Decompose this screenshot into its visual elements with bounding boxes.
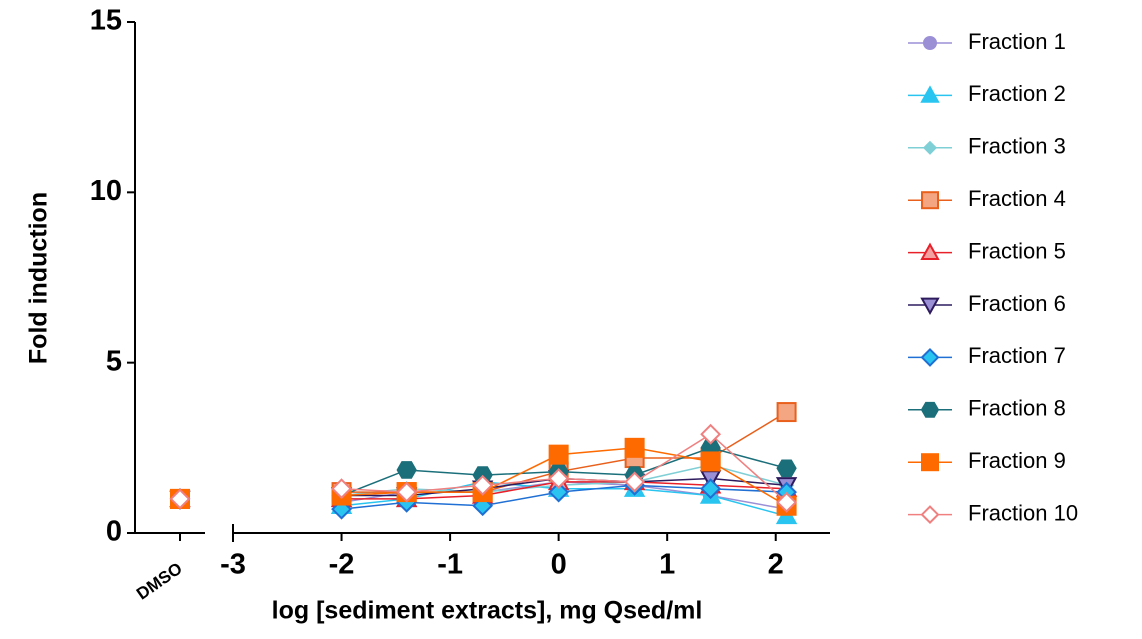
legend-marker xyxy=(921,191,939,210)
legend-marker xyxy=(920,85,940,103)
legend-marker xyxy=(920,242,940,260)
y-tick-label: 15 xyxy=(90,5,122,37)
legend-label: Fraction 8 xyxy=(968,396,1066,421)
data-point xyxy=(624,471,646,493)
data-point xyxy=(624,437,645,458)
legend-marker xyxy=(923,36,937,50)
x-tick-label: -2 xyxy=(329,549,355,581)
legend-label: Fraction 9 xyxy=(968,448,1066,473)
data-point xyxy=(472,474,494,496)
y-tick-label: 10 xyxy=(90,175,122,207)
legend-label: Fraction 4 xyxy=(968,186,1066,211)
legend-marker xyxy=(922,140,938,155)
x-tick-label: 2 xyxy=(768,549,784,581)
data-point xyxy=(548,444,569,465)
legend-label: Fraction 3 xyxy=(968,134,1066,159)
legend-label: Fraction 5 xyxy=(968,238,1066,263)
legend-label: Fraction 7 xyxy=(968,343,1066,368)
legend-marker xyxy=(920,347,940,367)
data-point xyxy=(331,478,352,500)
legend-label: Fraction 1 xyxy=(968,29,1066,54)
legend-label: Fraction 2 xyxy=(968,81,1066,106)
legend-marker xyxy=(920,505,940,525)
legend-label: Fraction 10 xyxy=(968,500,1078,525)
data-point xyxy=(700,478,722,500)
data-point xyxy=(396,461,417,479)
control-label: DMSO xyxy=(133,559,186,604)
y-tick-label: 5 xyxy=(106,345,122,377)
control-point xyxy=(169,488,191,510)
data-point xyxy=(548,481,570,503)
x-axis-title: log [sediment extracts], mg Qsed/ml xyxy=(272,597,703,625)
data-point xyxy=(776,459,797,478)
data-point xyxy=(396,481,418,503)
x-tick-label: 1 xyxy=(659,549,675,581)
data-point xyxy=(548,468,570,489)
legend-label: Fraction 6 xyxy=(968,291,1066,316)
y-axis-title: Fold induction xyxy=(25,192,53,364)
data-point xyxy=(700,423,722,445)
legend-marker xyxy=(921,453,939,472)
legend-marker xyxy=(920,401,940,418)
x-tick-label: -1 xyxy=(437,549,463,581)
x-tick-label: 0 xyxy=(551,549,567,581)
data-point xyxy=(776,402,797,423)
data-point xyxy=(700,451,721,472)
x-tick-label: -3 xyxy=(220,549,246,581)
y-tick-label: 0 xyxy=(106,516,122,548)
data-point xyxy=(776,491,797,513)
legend-marker xyxy=(920,297,940,316)
